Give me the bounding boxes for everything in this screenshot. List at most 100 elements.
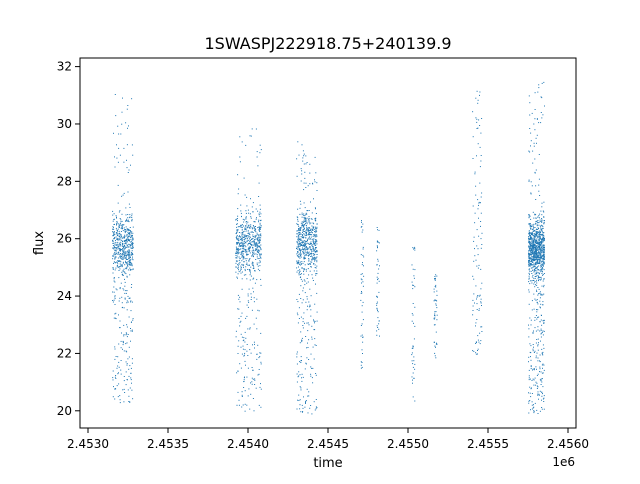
data-point: [130, 286, 132, 288]
data-point: [238, 238, 240, 240]
data-point: [542, 393, 543, 395]
data-point: [301, 170, 303, 172]
data-point: [362, 262, 363, 264]
data-point: [536, 282, 538, 284]
data-point: [315, 234, 317, 236]
data-point: [361, 323, 363, 325]
data-point: [125, 226, 127, 228]
data-point: [531, 233, 532, 235]
data-point: [473, 260, 475, 262]
data-point: [240, 346, 242, 348]
data-point: [473, 293, 475, 295]
data-point: [120, 347, 122, 349]
data-point: [529, 248, 531, 250]
data-point: [303, 261, 305, 263]
data-point: [538, 254, 540, 256]
data-point: [479, 94, 480, 96]
data-point: [236, 223, 238, 225]
data-point: [130, 301, 132, 303]
data-point: [313, 258, 314, 260]
data-point: [123, 250, 125, 252]
data-point: [299, 243, 301, 245]
data-point: [128, 356, 130, 358]
data-point: [114, 313, 116, 315]
data-point: [477, 348, 479, 350]
data-point: [237, 243, 238, 245]
data-point: [540, 231, 542, 233]
data-point: [258, 234, 260, 236]
data-point: [296, 260, 298, 262]
data-point: [249, 252, 251, 254]
data-point: [308, 233, 310, 235]
data-point: [118, 225, 120, 227]
data-point: [313, 198, 314, 200]
data-point: [125, 122, 127, 124]
data-point: [118, 260, 120, 262]
data-point: [128, 169, 130, 171]
data-point: [530, 368, 532, 370]
data-point: [529, 378, 531, 380]
data-point: [542, 294, 544, 296]
data-point: [538, 234, 540, 236]
data-point: [543, 323, 545, 324]
data-point: [301, 377, 302, 379]
data-point: [529, 400, 531, 401]
data-point: [534, 273, 536, 275]
data-point: [299, 230, 301, 232]
data-point: [434, 279, 436, 281]
data-point: [115, 248, 117, 250]
data-point: [114, 398, 116, 400]
data-point: [249, 237, 251, 238]
data-point: [305, 301, 307, 303]
data-point: [249, 279, 251, 281]
data-point: [540, 371, 542, 373]
data-point: [435, 346, 436, 348]
data-point: [541, 214, 543, 216]
data-point: [305, 155, 307, 157]
data-point: [361, 292, 363, 294]
data-point: [311, 338, 313, 340]
data-point: [122, 246, 124, 248]
data-point: [310, 232, 312, 233]
data-point: [250, 135, 252, 137]
data-point: [113, 286, 115, 288]
data-point: [536, 263, 538, 265]
data-point: [124, 272, 126, 274]
data-point: [434, 278, 436, 279]
data-point: [363, 265, 364, 267]
data-point: [308, 306, 310, 308]
data-point: [536, 291, 538, 292]
data-point: [116, 224, 117, 226]
data-point: [534, 265, 536, 267]
data-point: [127, 239, 129, 241]
data-point: [130, 262, 132, 264]
data-point: [248, 249, 250, 251]
data-point: [542, 241, 544, 243]
data-point: [255, 231, 257, 233]
data-point: [114, 269, 116, 271]
data-point: [113, 233, 115, 235]
data-point: [236, 230, 238, 232]
data-point: [315, 208, 316, 210]
data-point: [122, 237, 124, 239]
data-point: [539, 366, 541, 368]
data-point: [532, 162, 534, 164]
data-point: [129, 217, 131, 219]
data-point: [534, 129, 536, 131]
data-point: [535, 240, 537, 242]
data-point: [528, 264, 530, 266]
data-point: [126, 246, 128, 248]
data-point: [247, 232, 249, 234]
data-point: [530, 365, 532, 367]
data-point: [242, 231, 244, 233]
data-point: [255, 242, 257, 243]
data-point: [302, 287, 304, 289]
data-point: [414, 325, 416, 327]
data-point: [259, 227, 261, 229]
data-point: [542, 248, 544, 250]
data-point: [244, 410, 246, 412]
data-point: [129, 227, 131, 228]
data-point: [255, 248, 257, 250]
data-point: [252, 262, 254, 264]
data-point: [529, 260, 531, 262]
